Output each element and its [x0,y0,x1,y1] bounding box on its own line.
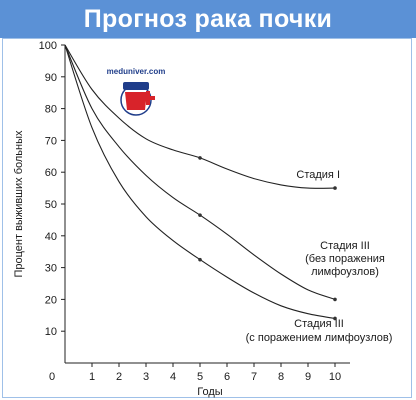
series-line-1 [64,44,336,189]
page-title: Прогноз рака почки [83,4,333,33]
series-label-2: Стадия III [320,240,370,252]
y-tick-label: 70 [45,135,57,147]
data-point-series-2 [333,297,337,302]
data-point-series-2 [198,213,202,217]
x-tick-label: 7 [251,371,257,383]
x-tick-label: 10 [329,371,341,383]
title-banner: Прогноз рака почки [0,0,416,38]
logo-cross-v [146,91,150,105]
logo-shield-icon [125,92,147,110]
y-tick-label: 80 [45,104,57,116]
x-tick-label: 6 [224,371,230,383]
y-tick-label: 90 [45,72,57,84]
x-tick-label: 2 [116,371,122,383]
y-tick-label: 40 [45,231,57,243]
x-tick-label: 1 [89,371,95,383]
x-tick-label: 8 [278,371,284,383]
x-tick-label: 9 [305,371,311,383]
points [198,156,337,321]
x-tick-label: 4 [170,371,176,383]
axes: 0 1 2 3 4 5 6 7 8 9 10 10 20 30 40 50 60 70 80 90 100 Годы Про… [13,40,350,398]
y-tick-label: 10 [45,326,57,338]
watermark-text: meduniver.com [107,67,166,76]
x-tick-label: 5 [197,371,203,383]
x-tick-label: 3 [143,371,149,383]
x-tick-label: 0 [49,371,55,383]
series-line-3 [64,44,336,320]
data-point-series-3 [333,316,337,321]
y-tick-label: 100 [39,40,57,52]
y-tick-label: 20 [45,294,57,306]
watermark-logo: meduniver.com [107,67,166,116]
y-tick-label: 60 [45,167,57,179]
series-label-2: лимфоузлов) [311,266,379,278]
chart-frame [2,38,412,398]
y-tick-label: 30 [45,263,57,275]
y-axis-title: Процент выживших больных [13,130,25,278]
data-point-series-1 [333,186,337,190]
logo-cap-icon [123,82,149,90]
y-tick-label: 50 [45,199,57,211]
series-label-3: Стадия III [294,318,344,330]
series-label-3: (с поражением лимфоузлов) [246,332,393,344]
x-axis-title: Годы [197,386,223,398]
curves [64,44,336,320]
data-point-series-3 [198,257,202,262]
data-point-series-1 [198,156,202,160]
series-label-2: (без поражения [305,253,385,265]
series-label-1: Стадия I [296,169,340,181]
